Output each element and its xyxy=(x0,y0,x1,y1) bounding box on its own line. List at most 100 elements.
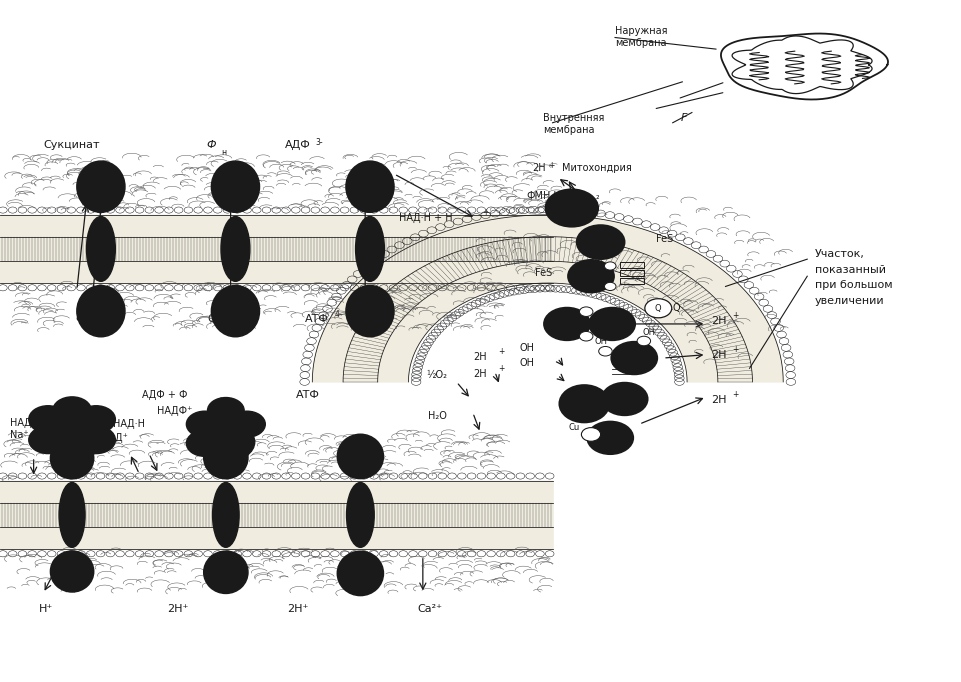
Text: b: b xyxy=(609,319,615,329)
Ellipse shape xyxy=(546,190,598,226)
Text: Ф: Ф xyxy=(207,140,216,150)
Ellipse shape xyxy=(337,551,383,595)
Text: ОН: ОН xyxy=(519,343,534,353)
Ellipse shape xyxy=(337,434,383,479)
Text: +: + xyxy=(482,208,489,218)
Text: 2H⁺: 2H⁺ xyxy=(167,604,188,614)
Text: НАД⁺: НАД⁺ xyxy=(101,433,128,443)
Ellipse shape xyxy=(77,161,125,212)
Text: НАДФ·Н: НАДФ·Н xyxy=(10,417,50,428)
Text: ½O₂: ½O₂ xyxy=(427,370,448,380)
Text: a: a xyxy=(607,433,613,443)
Text: АТФ: АТФ xyxy=(296,390,320,400)
Circle shape xyxy=(579,331,593,341)
Circle shape xyxy=(581,428,601,441)
Ellipse shape xyxy=(29,406,67,433)
Text: F: F xyxy=(680,113,687,123)
Text: c₁: c₁ xyxy=(629,353,639,363)
Text: FeS: FeS xyxy=(656,234,674,243)
Circle shape xyxy=(579,307,593,316)
Ellipse shape xyxy=(86,217,115,281)
Text: ОН: ОН xyxy=(594,336,607,346)
Text: F: F xyxy=(220,486,226,496)
Ellipse shape xyxy=(186,411,223,437)
Text: 2H: 2H xyxy=(711,350,727,359)
Text: FeS: FeS xyxy=(597,237,614,247)
Text: мембрана: мембрана xyxy=(543,125,595,135)
Text: НАД·Н: НАД·Н xyxy=(113,419,145,429)
Ellipse shape xyxy=(208,398,244,424)
Text: Н₂О: Н₂О xyxy=(428,411,447,421)
Text: 2H: 2H xyxy=(711,316,727,325)
Text: при большом: при большом xyxy=(815,280,893,291)
Text: 2H: 2H xyxy=(532,164,546,173)
Circle shape xyxy=(599,346,612,356)
Text: Ф: Ф xyxy=(75,314,85,324)
Text: НАДФ⁺: НАДФ⁺ xyxy=(157,406,192,416)
Ellipse shape xyxy=(229,411,265,437)
Bar xyxy=(620,278,644,284)
Text: увеличении: увеличении xyxy=(815,296,884,306)
Bar xyxy=(620,270,644,276)
Text: Na⁺: Na⁺ xyxy=(10,430,28,440)
Text: ₂: ₂ xyxy=(596,192,600,201)
Ellipse shape xyxy=(544,308,590,340)
Text: 3-: 3- xyxy=(315,138,323,147)
Text: ₁: ₁ xyxy=(229,490,233,499)
Circle shape xyxy=(645,299,672,318)
Text: 4–: 4– xyxy=(334,310,343,319)
Text: н: н xyxy=(221,148,226,157)
Ellipse shape xyxy=(29,426,67,454)
Text: +: + xyxy=(732,344,739,354)
Ellipse shape xyxy=(212,483,239,547)
Text: 2Н: 2Н xyxy=(474,369,487,379)
Text: АДФ: АДФ xyxy=(285,140,310,150)
Text: Участок,: Участок, xyxy=(815,249,865,259)
Ellipse shape xyxy=(60,483,86,547)
Ellipse shape xyxy=(53,397,91,424)
Circle shape xyxy=(637,336,651,346)
Text: Q: Q xyxy=(655,303,661,313)
Ellipse shape xyxy=(77,406,115,433)
Text: H: H xyxy=(219,532,227,542)
Text: 2H: 2H xyxy=(711,396,727,405)
Ellipse shape xyxy=(611,342,657,374)
Text: АДФ + Ф: АДФ + Ф xyxy=(142,390,187,400)
Ellipse shape xyxy=(51,438,94,479)
Ellipse shape xyxy=(589,308,635,340)
Text: +: + xyxy=(732,310,739,320)
Ellipse shape xyxy=(211,161,259,212)
Ellipse shape xyxy=(221,217,250,281)
Text: н: н xyxy=(219,395,224,404)
Text: 2H⁺: 2H⁺ xyxy=(287,604,308,614)
Ellipse shape xyxy=(51,551,94,592)
Ellipse shape xyxy=(587,421,633,454)
Ellipse shape xyxy=(211,286,259,337)
Bar xyxy=(620,262,644,268)
Text: н: н xyxy=(89,317,94,326)
Ellipse shape xyxy=(347,483,374,547)
Text: показанный: показанный xyxy=(815,265,886,275)
Polygon shape xyxy=(312,215,783,382)
Text: a₃: a₃ xyxy=(579,399,589,409)
Text: ФМН·Н: ФМН·Н xyxy=(527,192,561,201)
Text: АТФ: АТФ xyxy=(306,314,329,324)
Ellipse shape xyxy=(346,286,394,337)
Ellipse shape xyxy=(204,551,248,593)
Text: ОН: ОН xyxy=(208,314,225,324)
Ellipse shape xyxy=(186,430,223,456)
Ellipse shape xyxy=(356,217,384,281)
Text: Внутренняя: Внутренняя xyxy=(543,113,604,123)
Text: Cu: Cu xyxy=(568,423,579,432)
Text: H⁺: H⁺ xyxy=(39,604,53,614)
Text: ОН: ОН xyxy=(519,358,534,368)
Circle shape xyxy=(604,262,616,270)
Text: b: b xyxy=(564,319,570,329)
Text: +: + xyxy=(732,390,739,400)
Text: +: + xyxy=(548,160,554,170)
Text: +: + xyxy=(498,364,505,373)
Text: Митохондрия: Митохондрия xyxy=(562,164,632,173)
Text: ₀: ₀ xyxy=(363,535,367,545)
Text: ОН: ОН xyxy=(642,327,655,337)
Text: 2Н: 2Н xyxy=(474,353,487,362)
